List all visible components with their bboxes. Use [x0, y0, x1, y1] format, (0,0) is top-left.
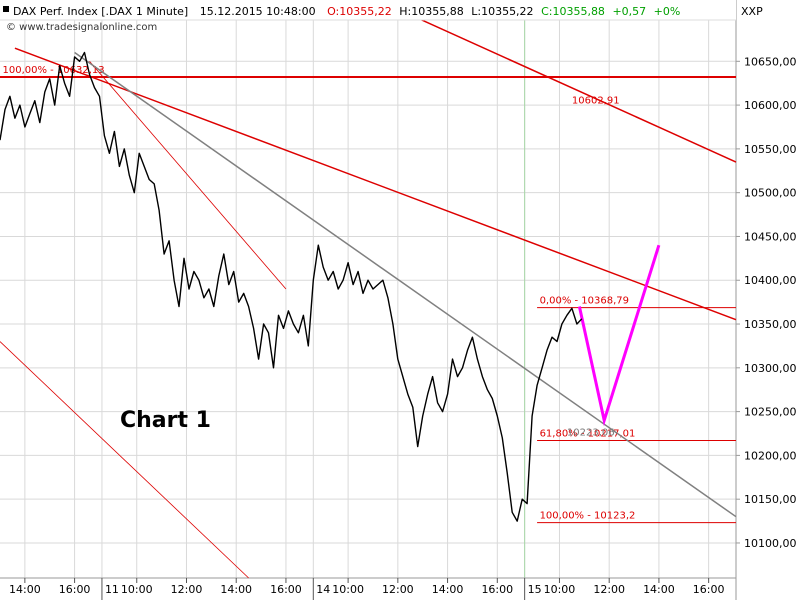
y-tick-label: 10200,00	[744, 449, 797, 462]
y-tick-label: 10400,00	[744, 274, 797, 287]
price-axis: XXP 10100,00 10150,00 10200,00 10250,00 1030…	[735, 0, 797, 600]
header-change: +0,57	[612, 5, 646, 18]
x-tick-label: 11	[105, 583, 119, 596]
y-tick-label: 10600,00	[744, 99, 797, 112]
x-tick-label: 14:00	[9, 583, 41, 596]
header-box	[0, 0, 736, 20]
axis-tag: XXP	[741, 5, 763, 18]
y-tick-label: 10300,00	[744, 362, 797, 375]
x-tick-label: 12:00	[382, 583, 414, 596]
price-line	[0, 51, 583, 522]
projection-path	[577, 244, 661, 427]
chart-annotation: Chart 1	[120, 408, 211, 433]
header-high: H:10355,88	[399, 5, 463, 18]
price-series	[0, 51, 583, 522]
trendline	[89, 61, 287, 290]
plot-background	[0, 0, 736, 578]
header-change-pct: +0%	[654, 5, 681, 18]
y-tick-label: 10150,00	[744, 493, 797, 506]
y-tick-label: 10450,00	[744, 230, 797, 243]
y-tick-label: 10350,00	[744, 318, 797, 331]
x-tick-label: 14:00	[643, 583, 675, 596]
x-tick-label: 12:00	[171, 583, 203, 596]
instrument-name: DAX Perf. Index [.DAX 1 Minute]	[13, 5, 188, 18]
header-bar: DAX Perf. Index [.DAX 1 Minute] 15.12.20…	[0, 0, 736, 33]
y-tick-label: 10250,00	[744, 406, 797, 419]
header-low: L:10355,22	[471, 5, 533, 18]
header-text: DAX Perf. Index [.DAX 1 Minute] 15.12.20…	[13, 5, 680, 18]
x-tick-label: 10:00	[544, 583, 576, 596]
header-close: C:10355,88	[541, 5, 605, 18]
y-tick-label: 10100,00	[744, 537, 797, 550]
trendline	[74, 51, 737, 518]
x-tick-label: 14	[316, 583, 330, 596]
y-tick-label: 10500,00	[744, 187, 797, 200]
header-datetime: 15.12.2015 10:48:00	[200, 5, 316, 18]
x-tick-label: 16:00	[693, 583, 725, 596]
x-tick-label: 12:00	[593, 583, 625, 596]
x-tick-label: 14:00	[432, 583, 464, 596]
header-open: O:10355,22	[327, 5, 392, 18]
trendline-label: 10223,06	[567, 427, 615, 438]
x-tick-label: 16:00	[481, 583, 513, 596]
x-tick-label: 14:00	[220, 583, 252, 596]
trendline-label: 10602,91	[572, 95, 620, 106]
y-tick-label: 10650,00	[744, 55, 797, 68]
fibonacci-level-label: 61,80% - 10217,01	[540, 428, 636, 439]
y-tick-label: 10550,00	[744, 143, 797, 156]
x-tick-label: 10:00	[121, 583, 153, 596]
source-watermark: © www.tradesignalonline.com	[6, 22, 157, 33]
trendline	[14, 47, 737, 321]
x-tick-label: 15	[528, 583, 542, 596]
x-tick-label: 16:00	[270, 583, 302, 596]
time-axis: 14:00 16:00 11 10:00 12:00 14:00 16:00 14 10:00 1…	[0, 577, 736, 600]
fibonacci-level-label: 100,00% - 10632,13	[2, 65, 104, 76]
x-tick-label: 16:00	[59, 583, 91, 596]
fibonacci-level-label: 100,00% - 10123,2	[540, 511, 636, 522]
trendline	[0, 341, 249, 579]
series-marker-icon	[3, 6, 9, 12]
fibonacci-level-label: 0,00% - 10368,79	[540, 296, 629, 307]
drawings: 100,00% - 10632,13 0,00% - 10368,79 61,80%…	[0, 0, 737, 579]
plot-area	[0, 0, 736, 578]
x-tick-label: 10:00	[332, 583, 364, 596]
